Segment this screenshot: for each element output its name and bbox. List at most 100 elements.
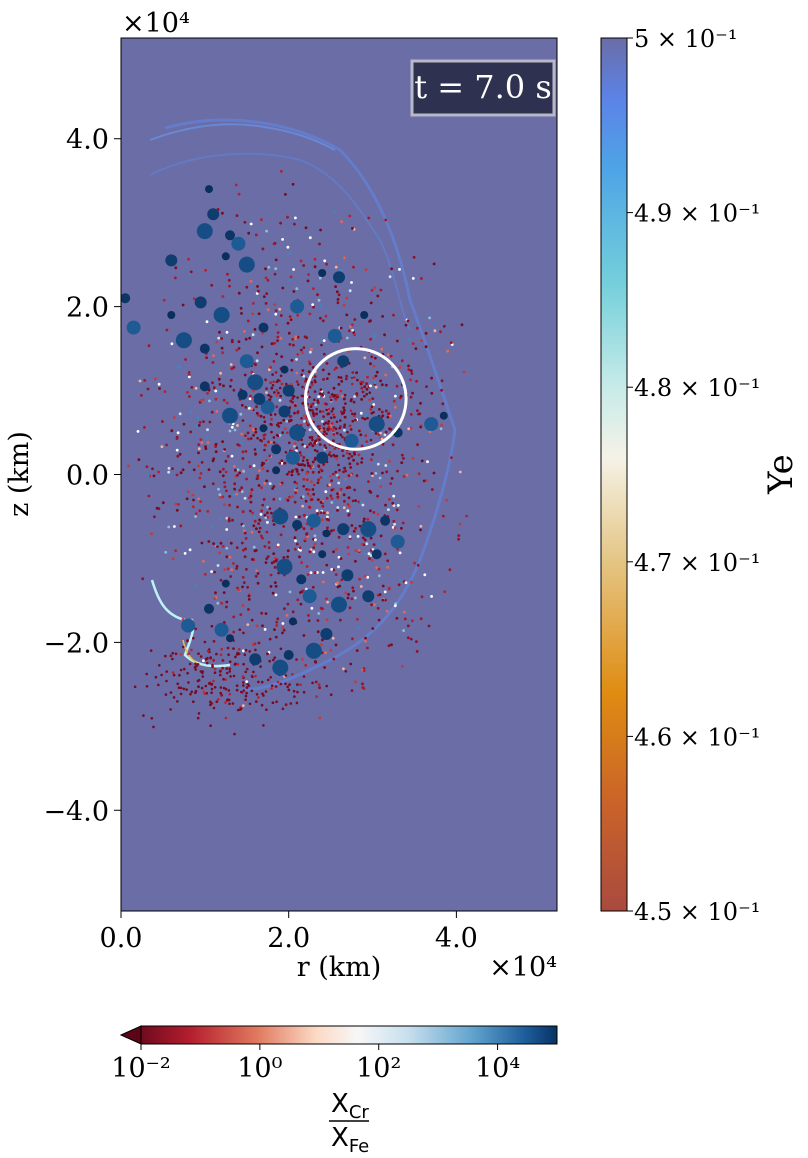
small-particle [265, 391, 268, 394]
small-particle [281, 631, 284, 635]
small-particle [244, 694, 248, 698]
small-particle [363, 385, 367, 389]
small-particle [253, 549, 257, 553]
small-particle [201, 675, 205, 678]
small-particle [257, 530, 261, 534]
small-particle [293, 444, 296, 448]
small-particle [246, 623, 250, 626]
small-particle [201, 398, 205, 402]
small-particle [175, 508, 179, 512]
small-particle [282, 418, 286, 422]
small-particle [257, 448, 260, 452]
small-particle [330, 529, 333, 533]
small-particle [279, 421, 283, 425]
small-particle [301, 369, 305, 372]
small-particle [228, 503, 232, 507]
small-particle [252, 670, 255, 674]
small-particle [309, 494, 312, 498]
small-particle [311, 383, 314, 387]
small-particle [346, 430, 349, 434]
small-particle [146, 387, 150, 391]
small-particle [353, 501, 356, 505]
small-particle [407, 364, 410, 368]
small-particle [259, 534, 263, 538]
small-particle [300, 561, 303, 564]
small-particle [385, 609, 389, 613]
small-particle [336, 431, 339, 435]
small-particle [206, 510, 210, 513]
small-particle [310, 381, 314, 384]
small-particle [269, 585, 273, 588]
small-particle [336, 509, 339, 512]
small-particle [197, 464, 200, 468]
small-particle [223, 485, 227, 489]
small-particle [222, 677, 225, 681]
small-particle [392, 313, 395, 317]
small-particle [342, 470, 345, 474]
small-particle [333, 368, 336, 371]
small-particle [351, 637, 354, 641]
small-particle [426, 460, 429, 464]
small-particle [394, 394, 397, 398]
small-particle [225, 516, 229, 520]
large-particle [259, 424, 268, 433]
small-particle [367, 480, 370, 483]
small-particle [140, 394, 143, 397]
small-particle [384, 373, 388, 377]
small-particle [290, 358, 294, 362]
small-particle [218, 330, 221, 334]
small-particle [348, 462, 352, 466]
small-particle [280, 481, 284, 485]
small-particle [347, 486, 351, 489]
small-particle [311, 366, 315, 369]
small-particle [284, 193, 287, 196]
small-particle [274, 371, 278, 374]
small-particle [409, 637, 413, 641]
small-particle [339, 557, 343, 560]
small-particle [215, 545, 219, 548]
small-particle [373, 381, 377, 385]
small-particle [337, 565, 340, 569]
small-particle [360, 457, 364, 460]
small-particle [375, 370, 379, 374]
small-particle [302, 374, 306, 378]
large-particle [207, 208, 220, 221]
small-particle [192, 636, 195, 640]
small-particle [419, 401, 422, 405]
small-particle [306, 535, 310, 538]
small-particle [266, 308, 270, 312]
small-particle [399, 394, 403, 398]
small-particle [224, 678, 227, 681]
small-particle [322, 422, 326, 426]
small-particle [244, 698, 247, 701]
small-particle [363, 552, 366, 556]
small-particle [364, 434, 368, 437]
small-particle [260, 680, 264, 684]
small-particle [311, 488, 315, 491]
small-particle [174, 266, 178, 270]
small-particle [162, 298, 166, 302]
small-particle [308, 236, 312, 240]
small-particle [424, 331, 428, 335]
small-particle [377, 574, 381, 578]
small-particle [410, 619, 414, 623]
small-particle [316, 619, 320, 622]
small-particle [265, 557, 269, 561]
small-particle [274, 258, 278, 262]
small-particle [179, 692, 183, 696]
small-particle [384, 383, 388, 387]
small-particle [245, 477, 249, 481]
small-particle [143, 426, 146, 429]
small-particle [302, 456, 306, 459]
large-particle [280, 365, 289, 374]
small-particle [321, 420, 324, 423]
small-particle [393, 522, 396, 526]
small-particle [313, 534, 317, 538]
small-particle [176, 365, 180, 368]
small-particle [302, 527, 306, 531]
small-particle [242, 681, 245, 684]
y-tick-label: −4.0 [43, 796, 109, 827]
small-particle [244, 547, 248, 551]
small-particle [198, 421, 202, 424]
small-particle [285, 614, 289, 617]
